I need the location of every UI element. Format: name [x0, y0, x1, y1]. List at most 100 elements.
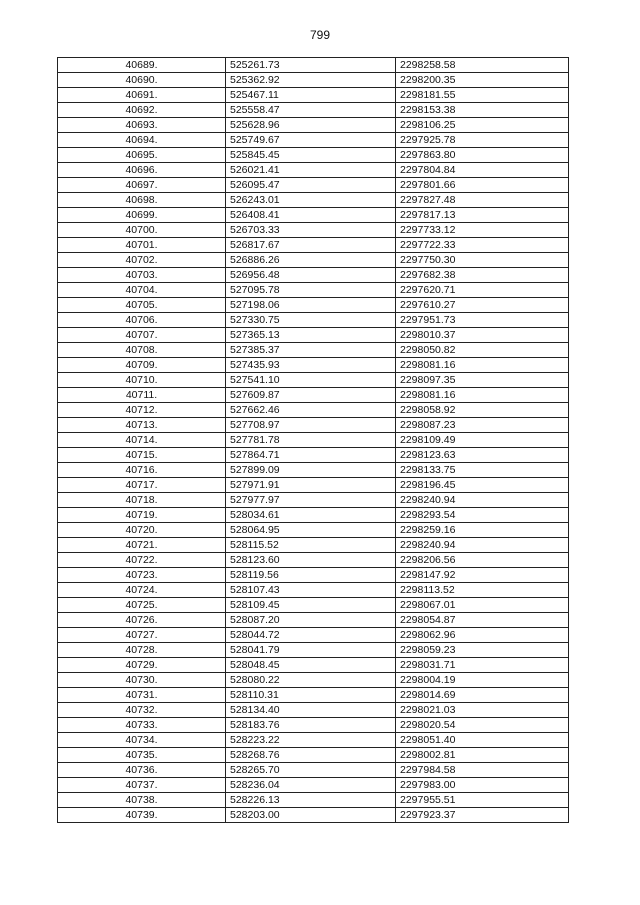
table-cell: 40712.: [57, 402, 226, 418]
table-cell: 2298258.58: [395, 57, 569, 73]
table-cell: 2298259.16: [395, 522, 569, 538]
table-cell: 40711.: [57, 387, 226, 403]
table-cell: 2297733.12: [395, 222, 569, 238]
table-cell: 528268.76: [225, 747, 396, 763]
table-cell: 528109.45: [225, 597, 396, 613]
table-cell: 528123.60: [225, 552, 396, 568]
table-row: 40709. 527435.93 2298081.16: [57, 357, 569, 373]
table-cell: 527435.93: [225, 357, 396, 373]
table-row: 40729. 528048.45 2298031.71: [57, 657, 569, 673]
table-row: 40689. 525261.73 2298258.58: [57, 57, 569, 73]
table-cell: 2297955.51: [395, 792, 569, 808]
table-row: 40691. 525467.11 2298181.55: [57, 87, 569, 103]
table-cell: 525558.47: [225, 102, 396, 118]
table-row: 40717. 527971.91 2298196.45: [57, 477, 569, 493]
table-cell: 528107.43: [225, 582, 396, 598]
table-cell: 40721.: [57, 537, 226, 553]
table-row: 40722. 528123.60 2298206.56: [57, 552, 569, 568]
table-cell: 2298014.69: [395, 687, 569, 703]
table-cell: 40710.: [57, 372, 226, 388]
table-cell: 40701.: [57, 237, 226, 253]
table-row: 40719. 528034.61 2298293.54: [57, 507, 569, 523]
table-cell: 526021.41: [225, 162, 396, 178]
table-cell: 40706.: [57, 312, 226, 328]
table-cell: 527330.75: [225, 312, 396, 328]
table-cell: 528265.70: [225, 762, 396, 778]
table-cell: 525845.45: [225, 147, 396, 163]
table-cell: 527385.37: [225, 342, 396, 358]
table-cell: 2298020.54: [395, 717, 569, 733]
table-row: 40727. 528044.72 2298062.96: [57, 627, 569, 643]
table-cell: 528223.22: [225, 732, 396, 748]
table-row: 40716. 527899.09 2298133.75: [57, 462, 569, 478]
table-cell: 2298010.37: [395, 327, 569, 343]
table-cell: 2297750.30: [395, 252, 569, 268]
table-cell: 2297682.38: [395, 267, 569, 283]
table-row: 40734. 528223.22 2298051.40: [57, 732, 569, 748]
table-cell: 527971.91: [225, 477, 396, 493]
table-cell: 40723.: [57, 567, 226, 583]
table-cell: 40699.: [57, 207, 226, 223]
table-row: 40699. 526408.41 2297817.13: [57, 207, 569, 223]
table-cell: 528044.72: [225, 627, 396, 643]
table-cell: 528236.04: [225, 777, 396, 793]
table-cell: 2297801.66: [395, 177, 569, 193]
table-cell: 40689.: [57, 57, 226, 73]
table-row: 40735. 528268.76 2298002.81: [57, 747, 569, 763]
table-row: 40736. 528265.70 2297984.58: [57, 762, 569, 778]
table-cell: 2298087.23: [395, 417, 569, 433]
table-cell: 40696.: [57, 162, 226, 178]
table-row: 40739. 528203.00 2297923.37: [57, 807, 569, 823]
table-cell: 2298133.75: [395, 462, 569, 478]
table-cell: 526703.33: [225, 222, 396, 238]
table-cell: 40731.: [57, 687, 226, 703]
table-cell: 2297817.13: [395, 207, 569, 223]
table-cell: 40738.: [57, 792, 226, 808]
table-row: 40732. 528134.40 2298021.03: [57, 702, 569, 718]
table-cell: 528183.76: [225, 717, 396, 733]
table-cell: 2298097.35: [395, 372, 569, 388]
table-row: 40697. 526095.47 2297801.66: [57, 177, 569, 193]
table-cell: 2297923.37: [395, 807, 569, 823]
table-cell: 2298113.52: [395, 582, 569, 598]
table-cell: 528119.56: [225, 567, 396, 583]
table-cell: 2298293.54: [395, 507, 569, 523]
table-cell: 40727.: [57, 627, 226, 643]
table-cell: 527864.71: [225, 447, 396, 463]
table-cell: 40694.: [57, 132, 226, 148]
table-cell: 527609.87: [225, 387, 396, 403]
table-cell: 526095.47: [225, 177, 396, 193]
table-cell: 2298062.96: [395, 627, 569, 643]
table-cell: 40693.: [57, 117, 226, 133]
table-cell: 40704.: [57, 282, 226, 298]
table-cell: 526408.41: [225, 207, 396, 223]
table-cell: 2297951.73: [395, 312, 569, 328]
table-cell: 527708.97: [225, 417, 396, 433]
table-row: 40724. 528107.43 2298113.52: [57, 582, 569, 598]
table-cell: 2298004.19: [395, 672, 569, 688]
table-row: 40731. 528110.31 2298014.69: [57, 687, 569, 703]
table-row: 40708. 527385.37 2298050.82: [57, 342, 569, 358]
table-row: 40695. 525845.45 2297863.80: [57, 147, 569, 163]
table-row: 40714. 527781.78 2298109.49: [57, 432, 569, 448]
table-row: 40721. 528115.52 2298240.94: [57, 537, 569, 553]
table-cell: 40716.: [57, 462, 226, 478]
table-cell: 40705.: [57, 297, 226, 313]
table-row: 40707. 527365.13 2298010.37: [57, 327, 569, 343]
table-cell: 2298050.82: [395, 342, 569, 358]
table-cell: 2297827.48: [395, 192, 569, 208]
table-row: 40696. 526021.41 2297804.84: [57, 162, 569, 178]
table-cell: 527198.06: [225, 297, 396, 313]
table-cell: 2298051.40: [395, 732, 569, 748]
table-cell: 2297722.33: [395, 237, 569, 253]
table-cell: 527899.09: [225, 462, 396, 478]
table-cell: 528041.79: [225, 642, 396, 658]
table-cell: 527662.46: [225, 402, 396, 418]
table-cell: 2298021.03: [395, 702, 569, 718]
table-cell: 2298181.55: [395, 87, 569, 103]
table-cell: 40730.: [57, 672, 226, 688]
table-row: 40715. 527864.71 2298123.63: [57, 447, 569, 463]
table-row: 40706. 527330.75 2297951.73: [57, 312, 569, 328]
table-cell: 40691.: [57, 87, 226, 103]
